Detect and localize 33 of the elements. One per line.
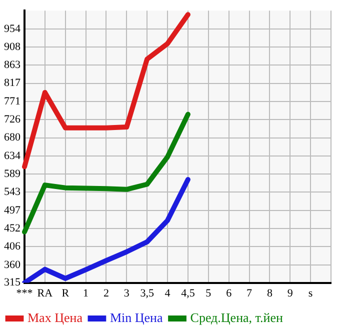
x-tick-label: 3 [124,287,130,300]
y-tick-label: 589 [4,168,21,180]
y-tick-label: 406 [4,240,21,253]
y-tick-label: 680 [4,132,21,144]
legend-label: Min Цена [110,310,163,325]
y-tick-label: 771 [4,95,20,108]
y-tick-label: 543 [4,186,21,198]
y-tick-label: 908 [4,41,21,54]
y-tick-label: 315 [4,276,21,289]
legend-label: Сред.Цена, т.йен [190,310,283,325]
x-tick-label: 2 [103,287,109,300]
x-tick-label: RA [37,287,53,300]
x-tick-label: 4 [164,287,171,300]
x-tick-label: 4,5 [181,287,196,300]
x-tick-label: 9 [287,287,294,300]
x-tick-label: 1 [83,287,89,300]
y-tick-label: 954 [4,22,21,35]
x-tick-label: 6 [226,287,232,300]
x-tick-label: *** [16,287,33,300]
y-tick-label: 726 [4,113,21,126]
x-tick-label: 7 [246,287,253,300]
x-tick-label: R [62,287,70,300]
legend-label: Max Цена [28,310,83,325]
x-tick-label: 3,5 [140,287,154,300]
y-tick-label: 497 [4,204,21,216]
x-tick-label: s [308,287,313,300]
y-tick-label: 863 [4,58,21,71]
x-tick-label: 5 [206,287,212,300]
y-tick-label: 817 [4,77,21,90]
y-tick-label: 634 [4,150,21,162]
y-tick-label: 360 [4,258,21,271]
x-tick-label: 8 [266,287,273,300]
y-tick-label: 452 [4,222,20,234]
